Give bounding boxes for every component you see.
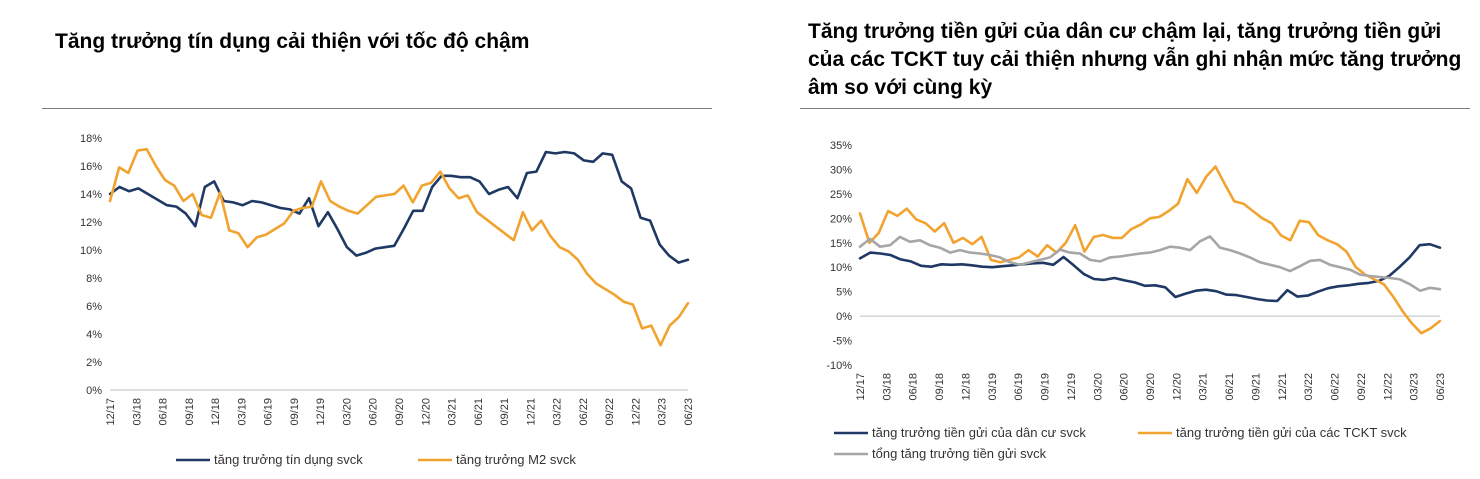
series-line-2 [108, 147, 690, 347]
legend-label: tăng trưởng tiền gửi của dân cư svck [872, 425, 1086, 440]
x-tick-label: 03/18 [881, 373, 893, 401]
x-tick-label: 12/20 [420, 398, 432, 426]
x-tick-label: 09/18 [934, 373, 946, 401]
y-tick-label: 5% [836, 287, 852, 299]
x-tick-label: 06/20 [368, 398, 380, 426]
x-tick-label: 09/19 [1040, 373, 1052, 401]
x-tick-label: 03/19 [236, 398, 248, 426]
x-tick-label: 09/20 [1145, 373, 1157, 401]
y-tick-label: 12% [80, 217, 102, 229]
x-tick-label: 12/17 [105, 398, 117, 426]
series-line-2 [858, 165, 1442, 335]
y-tick-label: -10% [826, 360, 852, 372]
y-tick-label: 15% [830, 238, 852, 250]
x-tick-label: 09/19 [289, 398, 301, 426]
x-tick-label: 09/18 [184, 398, 196, 426]
x-tick-label: 06/19 [1013, 373, 1025, 401]
legend-label: tổng tăng trưởng tiền gửi svck [872, 446, 1047, 461]
y-tick-label: 10% [80, 245, 102, 257]
legend-label: tăng trưởng M2 svck [456, 452, 576, 467]
x-tick-label: 12/19 [315, 398, 327, 426]
x-tick-label: 03/21 [1198, 373, 1210, 401]
chart-title: Tăng trưởng tín dụng cải thiện với tốc đ… [55, 30, 530, 53]
chart-panel-credit: Tăng trưởng tín dụng cải thiện với tốc đ… [0, 0, 730, 479]
x-tick-label: 09/22 [604, 398, 616, 426]
x-tick-label: 09/20 [394, 398, 406, 426]
y-tick-label: 30% [830, 164, 852, 176]
y-tick-label: 25% [830, 189, 852, 201]
x-tick-label: 09/21 [1250, 373, 1262, 401]
x-tick-label: 03/23 [1409, 373, 1421, 401]
x-tick-label: 06/22 [578, 398, 590, 426]
credit-growth-chart: 0% 2% 4% 6% 8% 10% 12% 14% 16% 18% 12/17 03/18 06/18… [80, 133, 695, 467]
x-tick-label: 03/21 [447, 398, 459, 426]
y-tick-label: 2% [86, 357, 102, 369]
x-tick-label: 03/22 [1303, 373, 1315, 401]
chart-panel-deposits: Tăng trưởng tiền gửi của dân cư chậm lại… [760, 0, 1480, 479]
x-tick-label: 03/19 [987, 373, 999, 401]
x-tick-label: 12/20 [1171, 373, 1183, 401]
title-divider [800, 108, 1470, 109]
x-tick-label: 12/17 [855, 373, 867, 401]
x-tick-label: 03/20 [341, 398, 353, 426]
y-tick-label: 35% [830, 140, 852, 152]
series-line-3 [858, 235, 1442, 293]
y-tick-label: 18% [80, 133, 102, 145]
x-tick-label: 06/23 [683, 398, 695, 426]
x-tick-label: 06/18 [158, 398, 170, 426]
x-tick-label: 03/20 [1092, 373, 1104, 401]
y-tick-label: 16% [80, 161, 102, 173]
y-tick-label: 8% [86, 273, 102, 285]
legend-label: tăng trưởng tín dụng svck [214, 452, 363, 467]
y-tick-label: 14% [80, 189, 102, 201]
x-tick-label: 03/23 [657, 398, 669, 426]
y-tick-label: 0% [86, 385, 102, 397]
x-tick-label: 06/21 [1224, 373, 1236, 401]
x-tick-label: 06/18 [908, 373, 920, 401]
x-tick-label: 06/21 [473, 398, 485, 426]
x-tick-label: 09/22 [1356, 373, 1368, 401]
x-tick-label: 12/21 [525, 398, 537, 426]
x-tick-label: 06/22 [1330, 373, 1342, 401]
x-tick-label: 12/22 [1382, 373, 1394, 401]
x-tick-label: 12/18 [210, 398, 222, 426]
legend-label: tăng trưởng tiền gửi của các TCKT svck [1176, 425, 1407, 440]
x-tick-label: 06/23 [1435, 373, 1447, 401]
series-line-1 [858, 242, 1442, 303]
chart-title: Tăng trưởng tiền gửi của dân cư chậm lại… [808, 20, 1462, 99]
x-tick-label: 12/19 [1066, 373, 1078, 401]
series-line-1 [108, 150, 690, 264]
y-tick-label: 6% [86, 301, 102, 313]
title-divider [42, 108, 712, 109]
y-tick-label: 20% [830, 213, 852, 225]
x-tick-label: 06/20 [1119, 373, 1131, 401]
deposit-growth-chart: -10% -5% 0% 5% 10% 15% 20% 25% 30% 35% 12/17 03/18 0… [826, 140, 1447, 461]
y-tick-label: 0% [836, 311, 852, 323]
x-tick-label: 12/22 [630, 398, 642, 426]
x-tick-label: 06/19 [263, 398, 275, 426]
x-tick-label: 03/18 [131, 398, 143, 426]
x-tick-label: 09/21 [499, 398, 511, 426]
x-tick-label: 12/21 [1277, 373, 1289, 401]
y-tick-label: 4% [86, 329, 102, 341]
x-tick-label: 12/18 [960, 373, 972, 401]
y-tick-label: -5% [832, 336, 852, 348]
x-tick-label: 03/22 [552, 398, 564, 426]
y-tick-label: 10% [830, 262, 852, 274]
